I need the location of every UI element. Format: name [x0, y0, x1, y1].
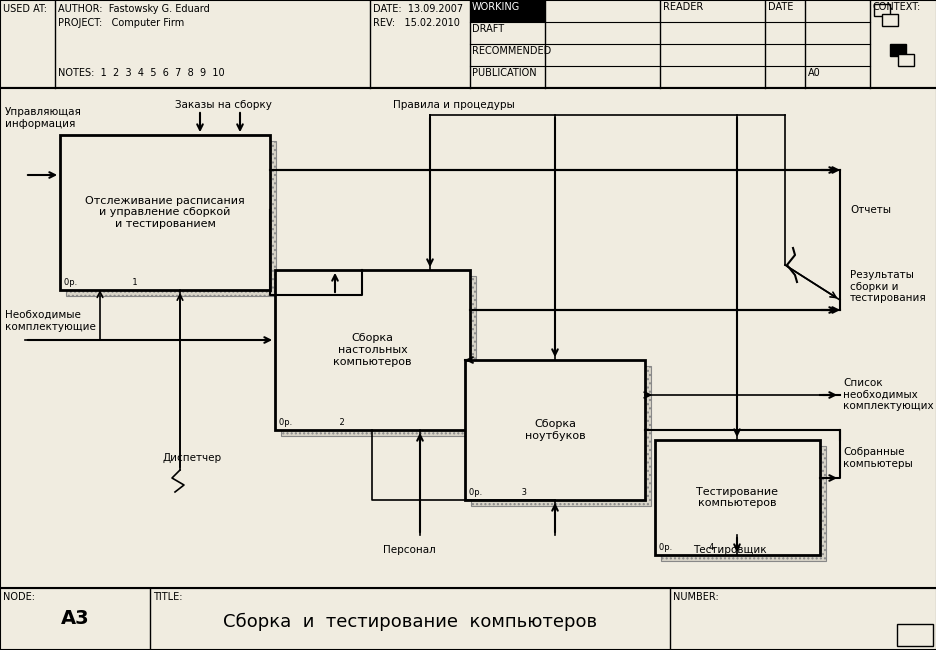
Text: 0р.              4: 0р. 4 — [658, 543, 713, 552]
Text: Тестировщик: Тестировщик — [693, 545, 766, 555]
Bar — [896, 624, 932, 646]
Text: AUTHOR:  Fastowsky G. Eduard: AUTHOR: Fastowsky G. Eduard — [58, 4, 210, 14]
Text: Сборка  и  тестирование  компьютеров: Сборка и тестирование компьютеров — [223, 613, 596, 631]
Text: Собранные
компьютеры: Собранные компьютеры — [842, 447, 912, 469]
Bar — [889, 44, 905, 56]
Text: 0р.                     1: 0р. 1 — [64, 278, 138, 287]
Bar — [274, 270, 470, 430]
Text: TITLE:: TITLE: — [153, 592, 183, 602]
Text: USED AT:: USED AT: — [3, 4, 47, 14]
Text: NODE:: NODE: — [3, 592, 35, 602]
Text: REV:   15.02.2010: REV: 15.02.2010 — [373, 18, 460, 28]
Bar — [281, 276, 475, 436]
Text: Диспетчер: Диспетчер — [163, 453, 222, 463]
Bar — [60, 135, 270, 290]
Bar — [0, 588, 936, 650]
Bar — [873, 4, 889, 16]
Bar — [0, 0, 936, 88]
Text: A3: A3 — [61, 608, 89, 627]
Text: Отчеты: Отчеты — [849, 205, 890, 215]
Text: WORKING: WORKING — [472, 2, 519, 12]
Bar — [660, 446, 826, 561]
Text: Отслеживание расписания
и управление сборкой
и тестированием: Отслеживание расписания и управление сбо… — [85, 196, 244, 229]
Text: Сборка
ноутбуков: Сборка ноутбуков — [524, 419, 585, 441]
Bar — [0, 88, 936, 588]
Text: Заказы на сборку: Заказы на сборку — [175, 100, 271, 110]
Text: CONTEXT:: CONTEXT: — [872, 2, 920, 12]
Text: Список
необходимых
комплектующих: Список необходимых комплектующих — [842, 378, 932, 411]
Text: Правила и процедуры: Правила и процедуры — [392, 100, 514, 110]
Bar — [66, 141, 276, 296]
Text: Сборка
настольных
компьютеров: Сборка настольных компьютеров — [333, 333, 411, 367]
Text: A0: A0 — [807, 68, 820, 78]
Bar — [897, 54, 913, 66]
Text: NUMBER:: NUMBER: — [672, 592, 718, 602]
Text: Тестирование
компьютеров: Тестирование компьютеров — [695, 487, 778, 508]
Text: Результаты
сборки и
тестирования: Результаты сборки и тестирования — [849, 270, 926, 303]
Text: DATE: DATE — [768, 2, 793, 12]
Bar — [471, 366, 651, 506]
Text: 0р.                  2: 0р. 2 — [279, 418, 344, 427]
Text: READER: READER — [663, 2, 703, 12]
Text: Персонал: Персонал — [383, 545, 435, 555]
Bar — [881, 14, 897, 26]
Text: DATE:  13.09.2007: DATE: 13.09.2007 — [373, 4, 462, 14]
Bar — [654, 440, 819, 555]
Text: NOTES:  1  2  3  4  5  6  7  8  9  10: NOTES: 1 2 3 4 5 6 7 8 9 10 — [58, 68, 225, 78]
Bar — [470, 0, 545, 22]
Text: RECOMMENDED: RECOMMENDED — [472, 46, 550, 56]
Text: 0р.               3: 0р. 3 — [469, 488, 526, 497]
Bar — [464, 360, 644, 500]
Text: Необходимые
комплектующие: Необходимые комплектующие — [5, 310, 95, 332]
Text: Управляющая
информация: Управляющая информация — [5, 107, 81, 129]
Text: PUBLICATION: PUBLICATION — [472, 68, 536, 78]
Text: PROJECT:   Computer Firm: PROJECT: Computer Firm — [58, 18, 184, 28]
Text: DRAFT: DRAFT — [472, 24, 504, 34]
